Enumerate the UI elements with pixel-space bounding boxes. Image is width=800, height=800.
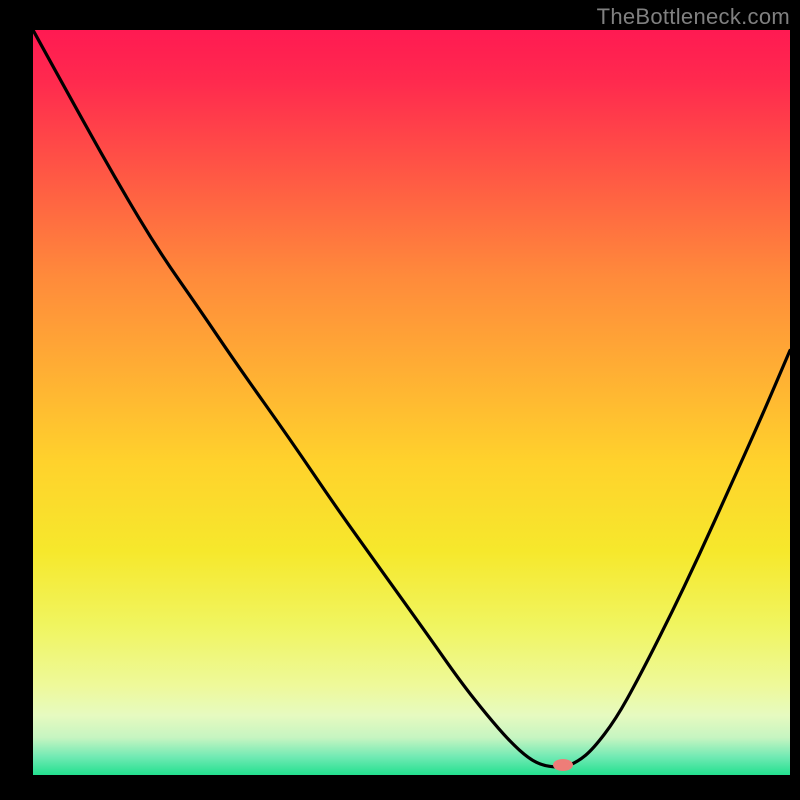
plot-frame-border [33, 30, 790, 775]
attribution-text: TheBottleneck.com [597, 4, 790, 30]
